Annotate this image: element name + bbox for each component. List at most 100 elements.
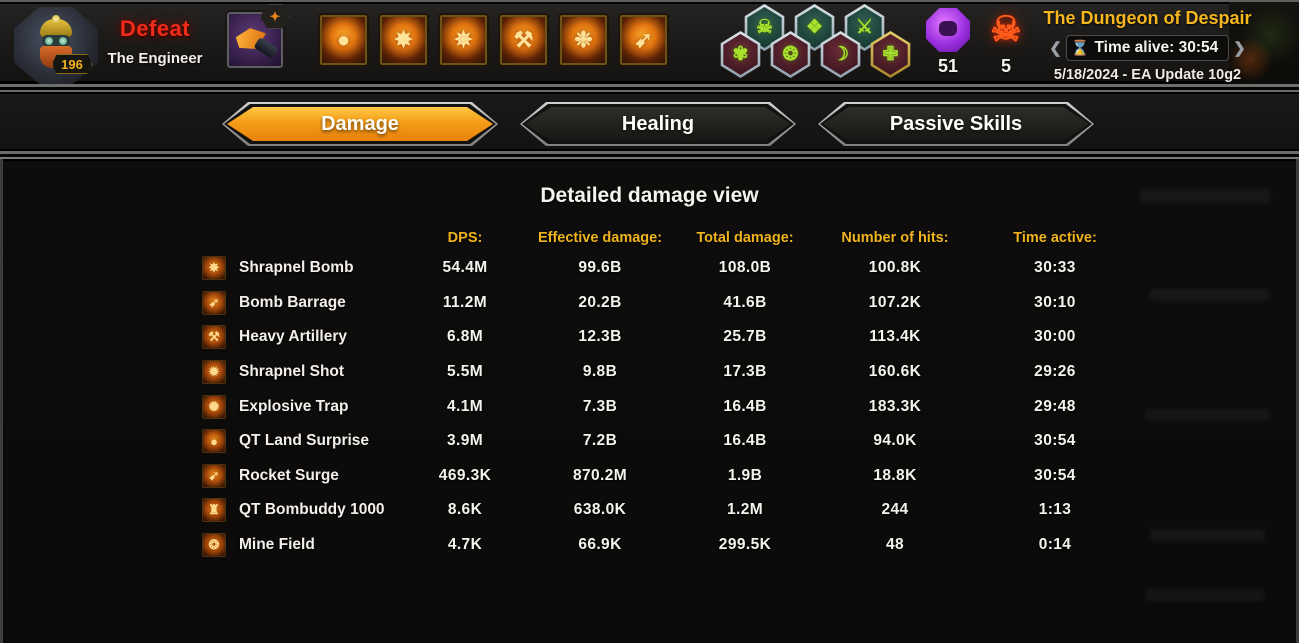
effective-damage-value: 66.9K [578, 536, 622, 554]
run-summary-header: 196 Defeat The Engineer ✦ ● ✸ ✵ ⚒ ❉ ➹ [0, 0, 1299, 87]
skill-row-icon: ● [202, 429, 226, 454]
total-damage-value: 108.0B [718, 259, 772, 277]
skill-row-icon: ➶ [202, 290, 226, 315]
skill-name-label: QT Bombuddy 1000 [239, 501, 385, 519]
skill-icon[interactable]: ⚒ [498, 13, 549, 67]
skill-name-label: Shrapnel Shot [239, 363, 345, 381]
skill-row-glyph: ♜ [208, 502, 220, 518]
skill-name-label: Shrapnel Bomb [239, 259, 354, 277]
trait-badges-cluster: ☠ ❖ ⚔ ✾ ❂ ☽ ✙ [716, 4, 916, 80]
dungeon-name-label: The Dungeon of Despair [1043, 8, 1252, 28]
column-dps: DPS: [447, 230, 483, 246]
skill-name-label: QT Land Surprise [239, 432, 370, 450]
time-active-value: 0:14 [1038, 536, 1072, 554]
skill-row-glyph: ✺ [208, 398, 220, 414]
run-result-block: Defeat The Engineer [100, 16, 210, 67]
total-damage-value: 16.4B [723, 397, 767, 415]
total-damage-value: 25.7B [723, 328, 767, 346]
tab-damage[interactable]: Damage [222, 102, 498, 146]
table-row: ● QT Land Surprise 3.9M 7.2B 16.4B 94.0K… [200, 424, 1120, 459]
red-skull-icon[interactable]: ☠ [990, 10, 1022, 49]
column-time-active: Time active: [1013, 230, 1097, 246]
dps-value: 4.1M [446, 397, 484, 415]
skill-row-glyph: ➹ [208, 467, 220, 483]
hits-value: 18.8K [873, 466, 917, 484]
time-active-value: 30:00 [1034, 328, 1076, 346]
total-damage-value: 16.4B [723, 432, 767, 450]
skill-icon[interactable]: ❉ [558, 13, 609, 67]
dps-value: 11.2M [442, 293, 488, 311]
total-damage-value: 1.2M [726, 501, 764, 519]
goggles-icon [42, 35, 70, 46]
skill-glyph: ❉ [574, 27, 593, 52]
skill-name-label: Bomb Barrage [239, 293, 346, 311]
dps-value: 4.7K [447, 536, 483, 554]
effective-damage-value: 638.0K [573, 501, 627, 519]
damage-table-body: ✸ Shrapnel Bomb 54.4M 99.6B 108.0B 100.8… [200, 251, 1120, 562]
skill-name-label: Mine Field [239, 536, 315, 554]
trait-glyph: ✙ [882, 44, 899, 65]
hits-value: 100.8K [868, 259, 922, 277]
effective-damage-value: 870.2M [572, 466, 628, 484]
stats-tab-bar: Damage Healing Passive Skills [0, 90, 1299, 154]
time-active-value: 29:26 [1034, 363, 1076, 381]
purple-gem-icon[interactable] [926, 8, 970, 52]
trait-glyph: ✾ [732, 44, 749, 65]
skill-icon[interactable]: ✵ [438, 13, 489, 67]
column-total-damage: Total damage: [696, 230, 794, 246]
table-row: ✺ Explosive Trap 4.1M 7.3B 16.4B 183.3K … [200, 389, 1120, 424]
hits-value: 48 [885, 536, 905, 554]
skill-row-icon: ❂ [202, 533, 226, 558]
total-damage-value: 1.9B [727, 466, 763, 484]
skill-name-label: Rocket Surge [239, 466, 339, 484]
tab-healing-label: Healing [621, 112, 695, 135]
effective-damage-value: 9.8B [582, 363, 618, 381]
equipped-skills-row: ● ✸ ✵ ⚒ ❉ ➹ [318, 13, 669, 67]
skill-glyph: ➹ [634, 27, 653, 52]
table-row: ❂ Mine Field 4.7K 66.9K 299.5K 48 0:14 [200, 528, 1120, 563]
table-row: ➹ Rocket Surge 469.3K 870.2M 1.9B 18.8K … [200, 459, 1120, 494]
total-damage-value: 299.5K [718, 536, 772, 554]
skill-row-icon: ✺ [202, 394, 226, 419]
blunderbuss-barrel-icon [253, 37, 279, 59]
column-effective-damage: Effective damage: [537, 230, 663, 246]
class-name-label: The Engineer [107, 50, 203, 67]
tab-healing[interactable]: Healing [520, 102, 796, 146]
table-row: ➶ Bomb Barrage 11.2M 20.2B 41.6B 107.2K … [200, 286, 1120, 321]
skill-name-label: Heavy Artillery [239, 328, 347, 346]
column-number-of-hits: Number of hits: [841, 230, 949, 246]
hits-value: 107.2K [868, 293, 922, 311]
date-version-label: 5/18/2024 - EA Update 10g2 [1053, 67, 1242, 83]
skill-glyph: ✸ [394, 27, 413, 52]
dps-value: 469.3K [438, 466, 492, 484]
skill-row-icon: ♜ [202, 498, 226, 523]
skill-row-icon: ✹ [202, 360, 226, 385]
effective-damage-value: 20.2B [578, 293, 622, 311]
skill-row-icon: ⚒ [202, 325, 226, 350]
table-row: ⚒ Heavy Artillery 6.8M 12.3B 25.7B 113.4… [200, 320, 1120, 355]
skill-icon[interactable]: ● [318, 13, 369, 67]
skill-glyph: ⚒ [513, 27, 534, 52]
skull-count: 5 [1000, 56, 1011, 76]
time-alive-banner: ❮ ⌛ Time alive: 30:54 ❯ [1049, 35, 1246, 61]
tab-passive-skills[interactable]: Passive Skills [818, 102, 1094, 146]
time-active-value: 30:33 [1034, 259, 1076, 277]
hits-value: 183.3K [868, 397, 922, 415]
tab-passive-skills-label: Passive Skills [889, 112, 1023, 135]
panel-title: Detailed damage view [540, 184, 759, 207]
dps-value: 5.5M [446, 363, 484, 381]
skill-row-glyph: ● [210, 433, 218, 449]
time-active-value: 30:54 [1034, 466, 1076, 484]
skill-icon[interactable]: ✸ [378, 13, 429, 67]
detailed-damage-panel: Detailed damage view DPS: Effective dama… [0, 157, 1299, 643]
dps-value: 6.8M [446, 328, 484, 346]
trait-glyph: ☠ [755, 17, 774, 38]
skill-row-glyph: ⚒ [208, 329, 220, 345]
trait-badge[interactable]: ✙ [870, 31, 911, 78]
table-row: ✹ Shrapnel Shot 5.5M 9.8B 17.3B 160.6K 2… [200, 355, 1120, 390]
hourglass-icon: ⌛ [1070, 40, 1090, 57]
gem-count: 51 [937, 56, 959, 76]
skill-glyph: ✵ [454, 27, 473, 52]
skill-icon[interactable]: ➹ [618, 13, 669, 67]
